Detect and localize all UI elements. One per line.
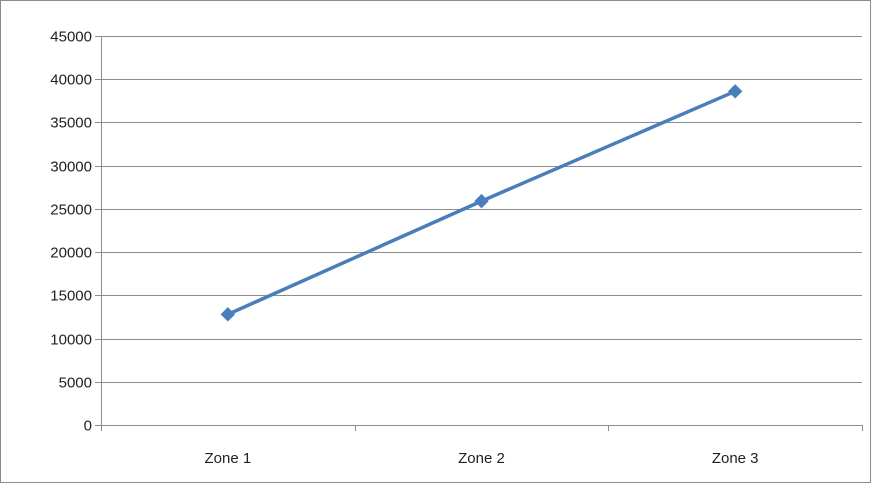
y-axis-tick-labels: 0 5000 10000 15000 20000 25000 30000 35000 40000… [50, 29, 92, 435]
y-tick-label: 20000 [50, 245, 92, 262]
y-tick-label: 30000 [50, 159, 92, 176]
y-tick-label: 15000 [50, 288, 92, 305]
data-point-marker [474, 193, 489, 209]
y-tick-label: 5000 [59, 375, 92, 392]
x-tick-label: Zone 1 [204, 450, 251, 467]
x-axis-tick-labels: Zone 1 Zone 2 Zone 3 [204, 450, 758, 467]
y-tick-label: 25000 [50, 202, 92, 219]
x-tick-label: Zone 2 [458, 450, 505, 467]
data-point-marker [727, 84, 743, 99]
y-tick-label: 10000 [50, 332, 92, 349]
y-tick-label: 0 [84, 418, 92, 435]
gridlines [101, 36, 862, 383]
data-point-marker [220, 307, 236, 322]
y-tick-label: 45000 [50, 29, 92, 46]
y-tick-label: 35000 [50, 115, 92, 132]
x-tick-label: Zone 3 [712, 450, 759, 467]
axes [95, 36, 863, 431]
y-tick-label: 40000 [50, 72, 92, 89]
series [220, 84, 743, 322]
